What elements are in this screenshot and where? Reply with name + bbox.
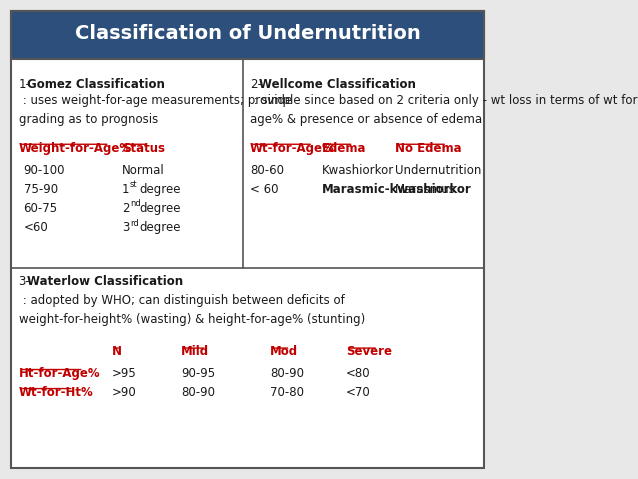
Text: nd: nd (130, 199, 140, 208)
Text: <70: <70 (346, 386, 371, 399)
Text: Gomez Classification: Gomez Classification (27, 78, 165, 91)
Text: 3: 3 (122, 221, 130, 234)
Text: rd: rd (130, 218, 138, 228)
Text: >95: >95 (112, 367, 137, 380)
Text: 2-: 2- (250, 78, 262, 91)
Text: 75-90: 75-90 (24, 183, 57, 196)
Text: : uses weight-for-age measurements; provide: : uses weight-for-age measurements; prov… (19, 94, 292, 107)
Text: Wellcome Classification: Wellcome Classification (259, 78, 416, 91)
Text: Marasmus: Marasmus (396, 183, 456, 196)
Text: Wt-for-Age%: Wt-for-Age% (250, 142, 335, 155)
Text: 80-90: 80-90 (181, 386, 215, 399)
Text: Edema: Edema (322, 142, 366, 155)
Text: Severe: Severe (346, 345, 392, 358)
Text: 80-90: 80-90 (270, 367, 304, 380)
Text: < 60: < 60 (250, 183, 279, 196)
Text: Weight-for-Age%: Weight-for-Age% (19, 142, 132, 155)
Text: 60-75: 60-75 (24, 202, 57, 216)
Text: weight-for-height% (wasting) & height-for-age% (stunting): weight-for-height% (wasting) & height-fo… (19, 313, 365, 326)
Text: Marasmic-kwashiorkor: Marasmic-kwashiorkor (322, 183, 471, 196)
Text: >90: >90 (112, 386, 137, 399)
Text: Kwashiorkor: Kwashiorkor (322, 164, 394, 177)
Text: degree: degree (139, 183, 181, 196)
Text: Status: Status (122, 142, 165, 155)
Text: Normal: Normal (122, 164, 165, 177)
Text: st: st (130, 181, 138, 190)
Text: : adopted by WHO; can distinguish between deficits of: : adopted by WHO; can distinguish betwee… (19, 294, 345, 307)
Text: grading as to prognosis: grading as to prognosis (19, 114, 158, 126)
Text: degree: degree (139, 202, 181, 216)
Text: degree: degree (139, 221, 181, 234)
FancyBboxPatch shape (11, 11, 484, 58)
Text: 90-100: 90-100 (24, 164, 65, 177)
Text: 2: 2 (122, 202, 130, 216)
Text: Mild: Mild (181, 345, 209, 358)
Text: 80-60: 80-60 (250, 164, 284, 177)
Text: 1-: 1- (19, 78, 31, 91)
Text: : simple since based on 2 criteria only - wt loss in terms of wt for: : simple since based on 2 criteria only … (250, 94, 637, 107)
Text: 70-80: 70-80 (270, 386, 304, 399)
FancyBboxPatch shape (11, 11, 484, 468)
Text: age% & presence or absence of edema: age% & presence or absence of edema (250, 114, 482, 126)
Text: <60: <60 (24, 221, 48, 234)
Text: Undernutrition: Undernutrition (396, 164, 482, 177)
Text: 3-: 3- (19, 275, 31, 288)
Text: Ht-for-Age%: Ht-for-Age% (19, 367, 100, 380)
Text: <80: <80 (346, 367, 371, 380)
Text: Classification of Undernutrition: Classification of Undernutrition (75, 24, 420, 43)
Text: 90-95: 90-95 (181, 367, 215, 380)
Text: Wt-for-Ht%: Wt-for-Ht% (19, 386, 93, 399)
Text: N: N (112, 345, 122, 358)
Text: No Edema: No Edema (396, 142, 462, 155)
Text: Waterlow Classification: Waterlow Classification (27, 275, 184, 288)
Text: 1: 1 (122, 183, 130, 196)
Text: Mod: Mod (270, 345, 298, 358)
